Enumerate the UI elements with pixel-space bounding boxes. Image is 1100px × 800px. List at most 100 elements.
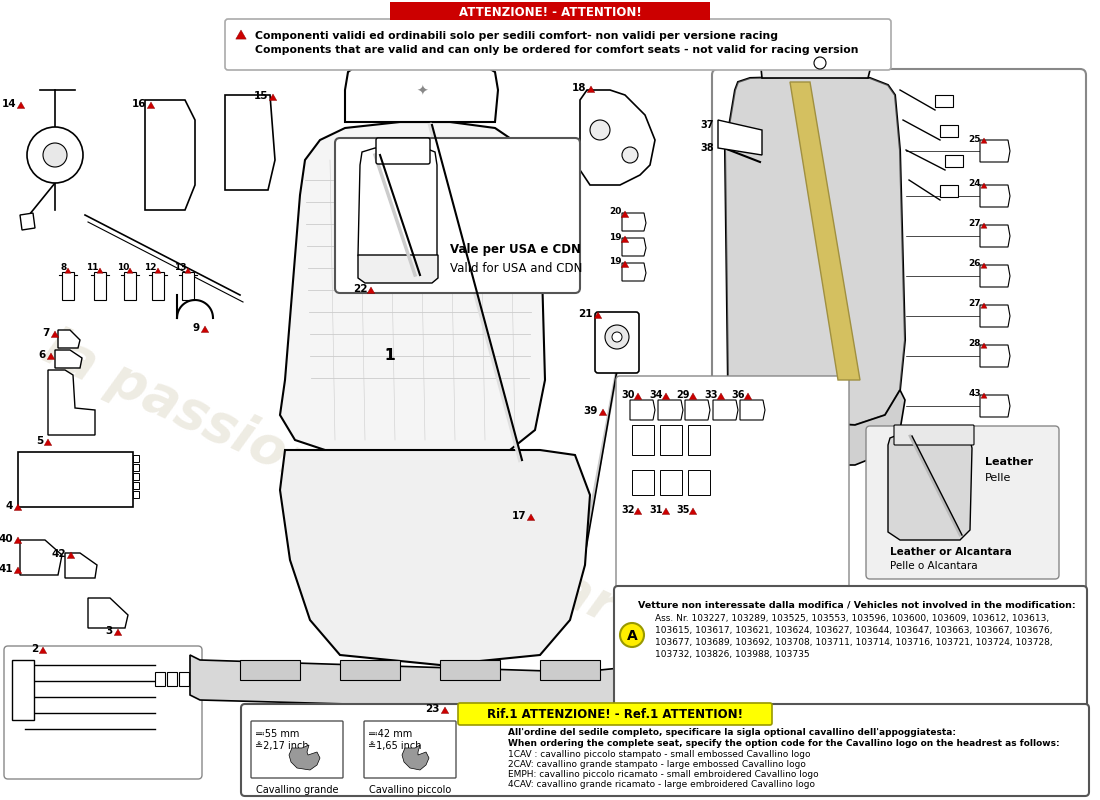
Polygon shape <box>20 213 35 230</box>
Circle shape <box>814 57 826 69</box>
Bar <box>632 425 654 455</box>
Text: 19: 19 <box>609 233 622 242</box>
Polygon shape <box>201 326 209 333</box>
Bar <box>935 95 953 107</box>
Polygon shape <box>289 745 320 770</box>
Polygon shape <box>725 385 905 465</box>
Text: la passion ferrari parts.com: la passion ferrari parts.com <box>35 322 805 718</box>
Text: ≗2,17 inch: ≗2,17 inch <box>255 741 309 751</box>
Text: 103677, 103689, 103692, 103708, 103711, 103714, 103716, 103721, 103724, 103728,: 103677, 103689, 103692, 103708, 103711, … <box>654 638 1053 647</box>
Polygon shape <box>147 102 155 109</box>
Text: 5: 5 <box>35 436 43 446</box>
Bar <box>62 272 74 300</box>
Text: 34: 34 <box>649 390 663 400</box>
Text: 31: 31 <box>649 505 663 515</box>
Polygon shape <box>65 553 97 578</box>
Bar <box>940 185 958 197</box>
Polygon shape <box>114 629 122 635</box>
Polygon shape <box>40 647 46 654</box>
Text: 35: 35 <box>676 505 690 515</box>
FancyBboxPatch shape <box>595 312 639 373</box>
Text: 14: 14 <box>1 99 16 109</box>
Polygon shape <box>48 370 95 435</box>
Polygon shape <box>155 268 161 274</box>
Polygon shape <box>980 345 1010 367</box>
Text: ≕55 mm: ≕55 mm <box>255 729 299 739</box>
Polygon shape <box>980 395 1010 417</box>
Polygon shape <box>600 409 607 415</box>
Text: 42: 42 <box>52 549 66 559</box>
Bar <box>133 473 139 480</box>
Bar <box>945 155 962 167</box>
Polygon shape <box>980 265 1010 287</box>
Text: 103732, 103826, 103988, 103735: 103732, 103826, 103988, 103735 <box>654 650 810 659</box>
Polygon shape <box>981 223 987 228</box>
Text: Vale per USA e CDN: Vale per USA e CDN <box>450 243 581 257</box>
Polygon shape <box>527 514 535 521</box>
Text: 23: 23 <box>426 704 440 714</box>
Polygon shape <box>980 185 1010 207</box>
Text: 3: 3 <box>106 626 113 636</box>
Text: 21: 21 <box>579 309 593 319</box>
Circle shape <box>612 332 621 342</box>
Text: 25: 25 <box>968 134 981 143</box>
Circle shape <box>28 127 82 183</box>
Text: 20: 20 <box>609 207 622 217</box>
Polygon shape <box>358 148 437 273</box>
Polygon shape <box>145 100 195 210</box>
Text: 7: 7 <box>43 328 50 338</box>
Polygon shape <box>981 183 987 188</box>
Text: Rif.1 ATTENZIONE! - Ref.1 ATTENTION!: Rif.1 ATTENZIONE! - Ref.1 ATTENTION! <box>487 709 742 722</box>
Polygon shape <box>88 598 128 628</box>
Bar <box>133 482 139 489</box>
Text: 37: 37 <box>701 120 714 130</box>
Circle shape <box>605 325 629 349</box>
Text: ≗1,65 inch: ≗1,65 inch <box>368 741 421 751</box>
FancyBboxPatch shape <box>458 703 772 725</box>
Polygon shape <box>635 508 641 514</box>
Text: 103615, 103617, 103621, 103624, 103627, 103644, 103647, 103663, 103667, 103676,: 103615, 103617, 103621, 103624, 103627, … <box>654 626 1053 635</box>
Text: 24: 24 <box>968 179 981 189</box>
Text: Components that are valid and can only be ordered for comfort seats - not valid : Components that are valid and can only b… <box>255 45 858 55</box>
Text: 36: 36 <box>732 390 745 400</box>
Bar <box>152 272 164 300</box>
Polygon shape <box>980 225 1010 247</box>
Polygon shape <box>47 353 55 359</box>
FancyBboxPatch shape <box>226 19 891 70</box>
FancyBboxPatch shape <box>616 376 849 599</box>
Polygon shape <box>58 330 80 348</box>
Polygon shape <box>981 263 987 268</box>
Polygon shape <box>980 140 1010 162</box>
Polygon shape <box>14 537 22 543</box>
Text: 10: 10 <box>117 262 129 271</box>
Text: 22: 22 <box>353 284 369 294</box>
Text: 17: 17 <box>512 511 526 521</box>
Polygon shape <box>725 76 905 425</box>
Text: 4: 4 <box>6 501 13 511</box>
Polygon shape <box>55 350 82 368</box>
Polygon shape <box>621 211 629 218</box>
Polygon shape <box>587 86 595 93</box>
Polygon shape <box>14 504 22 510</box>
Polygon shape <box>20 540 62 575</box>
Polygon shape <box>18 102 24 109</box>
Text: 29: 29 <box>676 390 690 400</box>
Polygon shape <box>580 90 654 185</box>
Bar <box>688 425 710 455</box>
Text: All'ordine del sedile completo, specificare la sigla optional cavallino dell'app: All'ordine del sedile completo, specific… <box>508 728 956 737</box>
Bar <box>179 672 189 686</box>
Polygon shape <box>725 76 905 425</box>
Text: 33: 33 <box>704 390 718 400</box>
Text: 27: 27 <box>968 299 981 309</box>
Text: Leather: Leather <box>984 457 1033 467</box>
Polygon shape <box>740 400 764 420</box>
Text: Valid for USA and CDN: Valid for USA and CDN <box>450 262 582 274</box>
Text: 4CAV: cavallino grande ricamato - large embroidered Cavallino logo: 4CAV: cavallino grande ricamato - large … <box>508 780 815 789</box>
Text: EMPH: cavallino piccolo ricamato - small embroidered Cavallino logo: EMPH: cavallino piccolo ricamato - small… <box>508 770 818 779</box>
Bar <box>124 272 136 300</box>
Text: When ordering the complete seat, specify the option code for the Cavallino logo : When ordering the complete seat, specify… <box>508 739 1059 748</box>
Circle shape <box>43 143 67 167</box>
Text: 43: 43 <box>968 390 981 398</box>
Polygon shape <box>402 745 429 770</box>
Polygon shape <box>662 393 670 399</box>
